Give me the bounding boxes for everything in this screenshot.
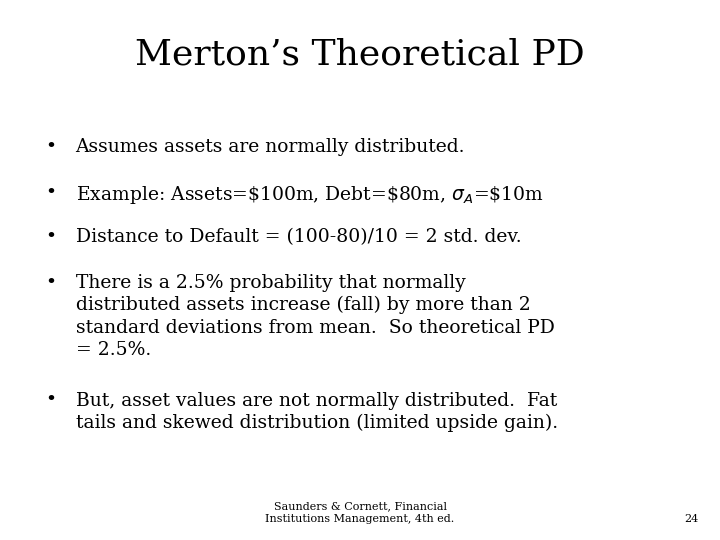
Text: 24: 24	[684, 514, 698, 524]
Text: Distance to Default = (100-80)/10 = 2 std. dev.: Distance to Default = (100-80)/10 = 2 st…	[76, 228, 521, 246]
Text: Example: Assets=\$100m, Debt=\$80m, $\sigma_{\mathit{A}}$=\$10m: Example: Assets=\$100m, Debt=\$80m, $\si…	[76, 184, 544, 206]
Text: •: •	[45, 274, 56, 292]
Text: Assumes assets are normally distributed.: Assumes assets are normally distributed.	[76, 138, 465, 156]
Text: •: •	[45, 228, 56, 246]
Text: Merton’s Theoretical PD: Merton’s Theoretical PD	[135, 38, 585, 72]
Text: But, asset values are not normally distributed.  Fat
tails and skewed distributi: But, asset values are not normally distr…	[76, 392, 558, 432]
Text: •: •	[45, 138, 56, 156]
Text: There is a 2.5% probability that normally
distributed assets increase (fall) by : There is a 2.5% probability that normall…	[76, 274, 554, 359]
Text: Saunders & Cornett, Financial
Institutions Management, 4th ed.: Saunders & Cornett, Financial Institutio…	[266, 502, 454, 524]
Text: •: •	[45, 184, 56, 201]
Text: •: •	[45, 392, 56, 409]
